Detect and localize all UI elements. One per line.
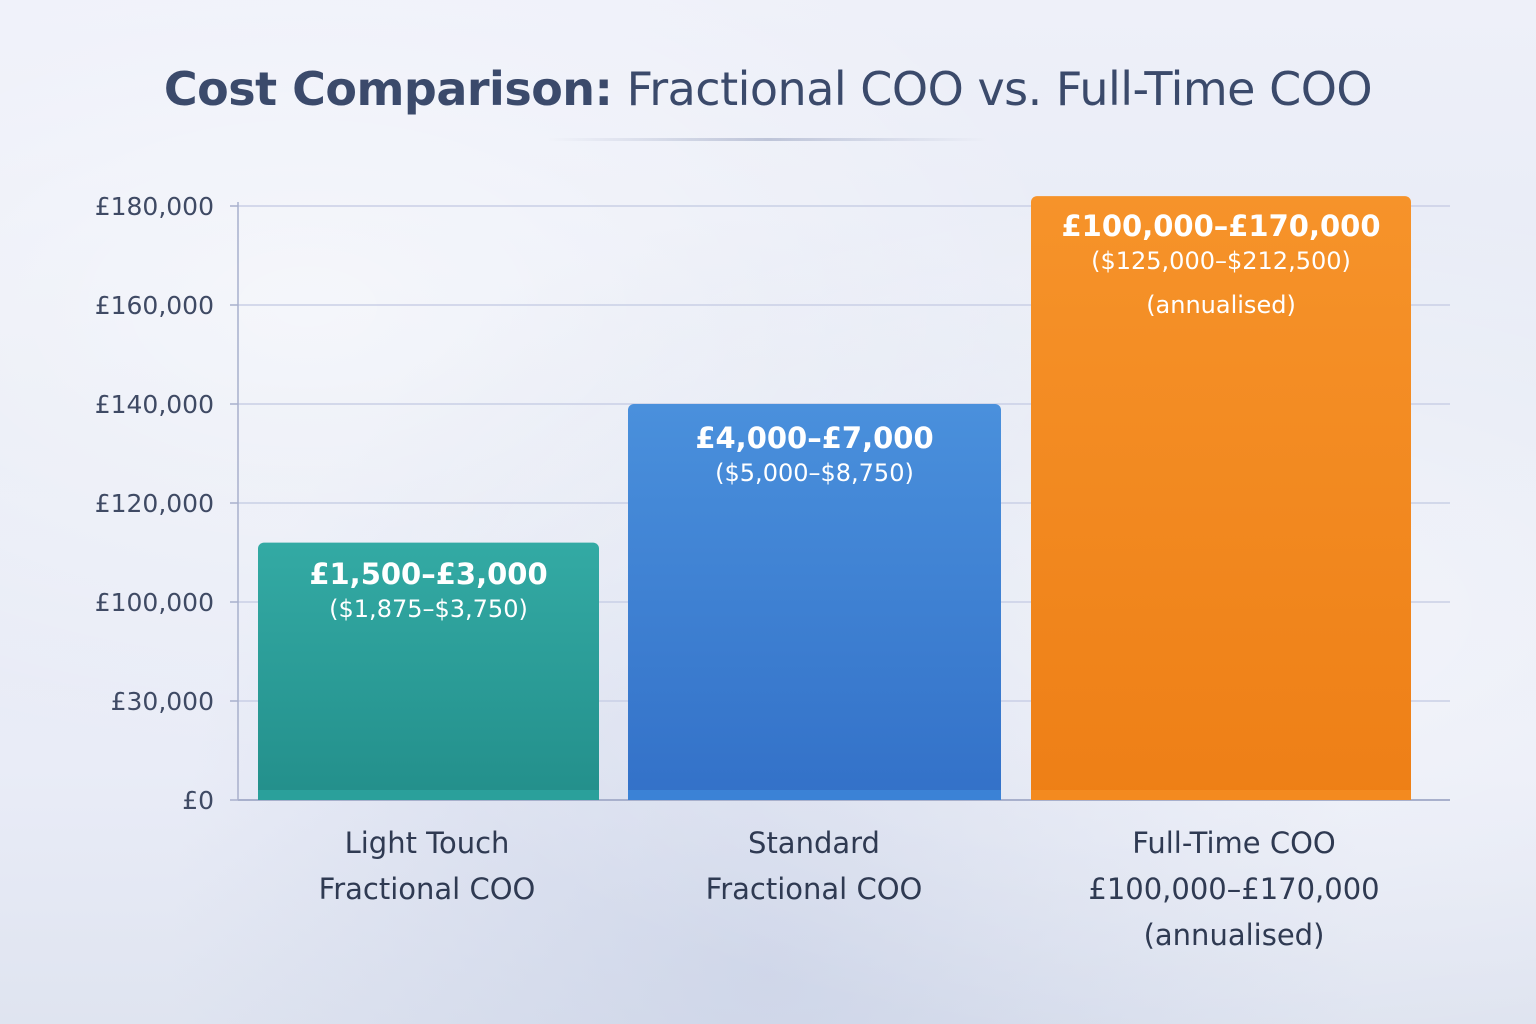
bars xyxy=(258,196,1411,801)
x-category-label: Full-Time COO xyxy=(1132,826,1335,860)
y-tick-label: £140,000 xyxy=(95,390,214,419)
chart-title-rest: Fractional COO vs. Full-Time COO xyxy=(612,62,1373,116)
x-category-label: (annualised) xyxy=(1144,918,1325,952)
y-tick-label: £180,000 xyxy=(95,192,214,221)
bar xyxy=(258,542,599,800)
bar-sub-label: ($1,875–$3,750) xyxy=(329,595,528,623)
x-category-label: £100,000–£170,000 xyxy=(1088,872,1379,906)
bar-base xyxy=(628,790,1001,800)
y-tick-label: £100,000 xyxy=(95,588,214,617)
y-tick-label: £30,000 xyxy=(111,687,214,716)
title-divider xyxy=(548,138,988,141)
y-tick-label: £160,000 xyxy=(95,291,214,320)
y-tick-label: £0 xyxy=(182,786,214,815)
chart-title: Cost Comparison: Fractional COO vs. Full… xyxy=(0,62,1536,116)
bar-base xyxy=(1031,790,1411,800)
bar-value-label: £1,500–£3,000 xyxy=(309,557,547,591)
bar-base xyxy=(258,790,599,800)
bar-sub-label: ($5,000–$8,750) xyxy=(715,459,914,487)
bar-sub-label: (annualised) xyxy=(1146,291,1296,319)
bar-sub-label: ($125,000–$212,500) xyxy=(1091,247,1351,275)
x-category-labels: Light Touch Fractional COO Standard Fractio… xyxy=(319,826,1380,952)
bar xyxy=(628,404,1001,800)
x-category-label: Fractional COO xyxy=(706,872,923,906)
bar-value-label: £4,000–£7,000 xyxy=(695,421,933,455)
x-category-label: Fractional COO xyxy=(319,872,536,906)
bar-value-label: £100,000–£170,000 xyxy=(1061,209,1380,243)
y-tick-labels: £0 £30,000 £100,000 £120,000 £140,000 £160,00… xyxy=(95,192,214,815)
x-category-label: Standard xyxy=(748,826,880,860)
data-labels: £1,500–£3,000 ($1,875–$3,750) £4,000–£7,00… xyxy=(309,209,1380,623)
y-tick-label: £120,000 xyxy=(95,489,214,518)
chart-title-bold: Cost Comparison: xyxy=(163,62,613,116)
bar xyxy=(1031,196,1411,801)
x-category-label: Light Touch xyxy=(345,826,510,860)
